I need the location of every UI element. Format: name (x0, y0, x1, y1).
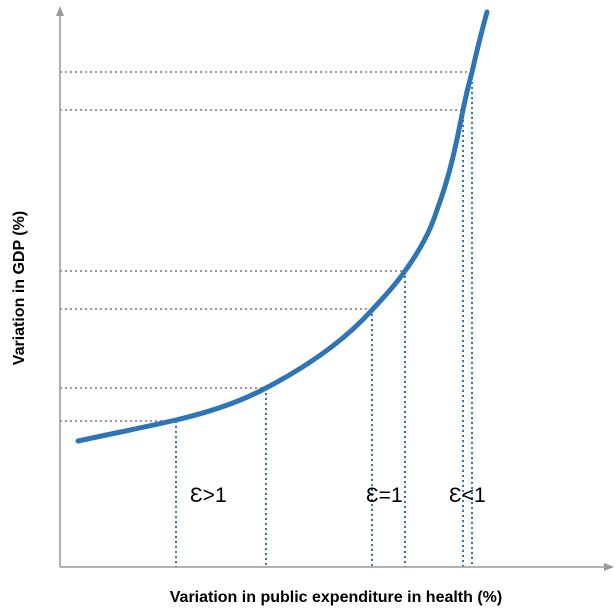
guides (60, 71, 472, 422)
y-axis-label: Variation in GDP (%) (11, 211, 28, 365)
curve (75, 9, 490, 444)
v-guides (175, 72, 473, 567)
axes (59, 12, 610, 568)
annotation: Ɛ<1 (449, 484, 486, 507)
x-axis-label: Variation in public expenditure in healt… (170, 589, 502, 606)
annotation: Ɛ=1 (366, 484, 403, 507)
annotation: Ɛ>1 (190, 484, 227, 507)
y-arrow (56, 6, 64, 16)
x-arrow (604, 563, 614, 571)
